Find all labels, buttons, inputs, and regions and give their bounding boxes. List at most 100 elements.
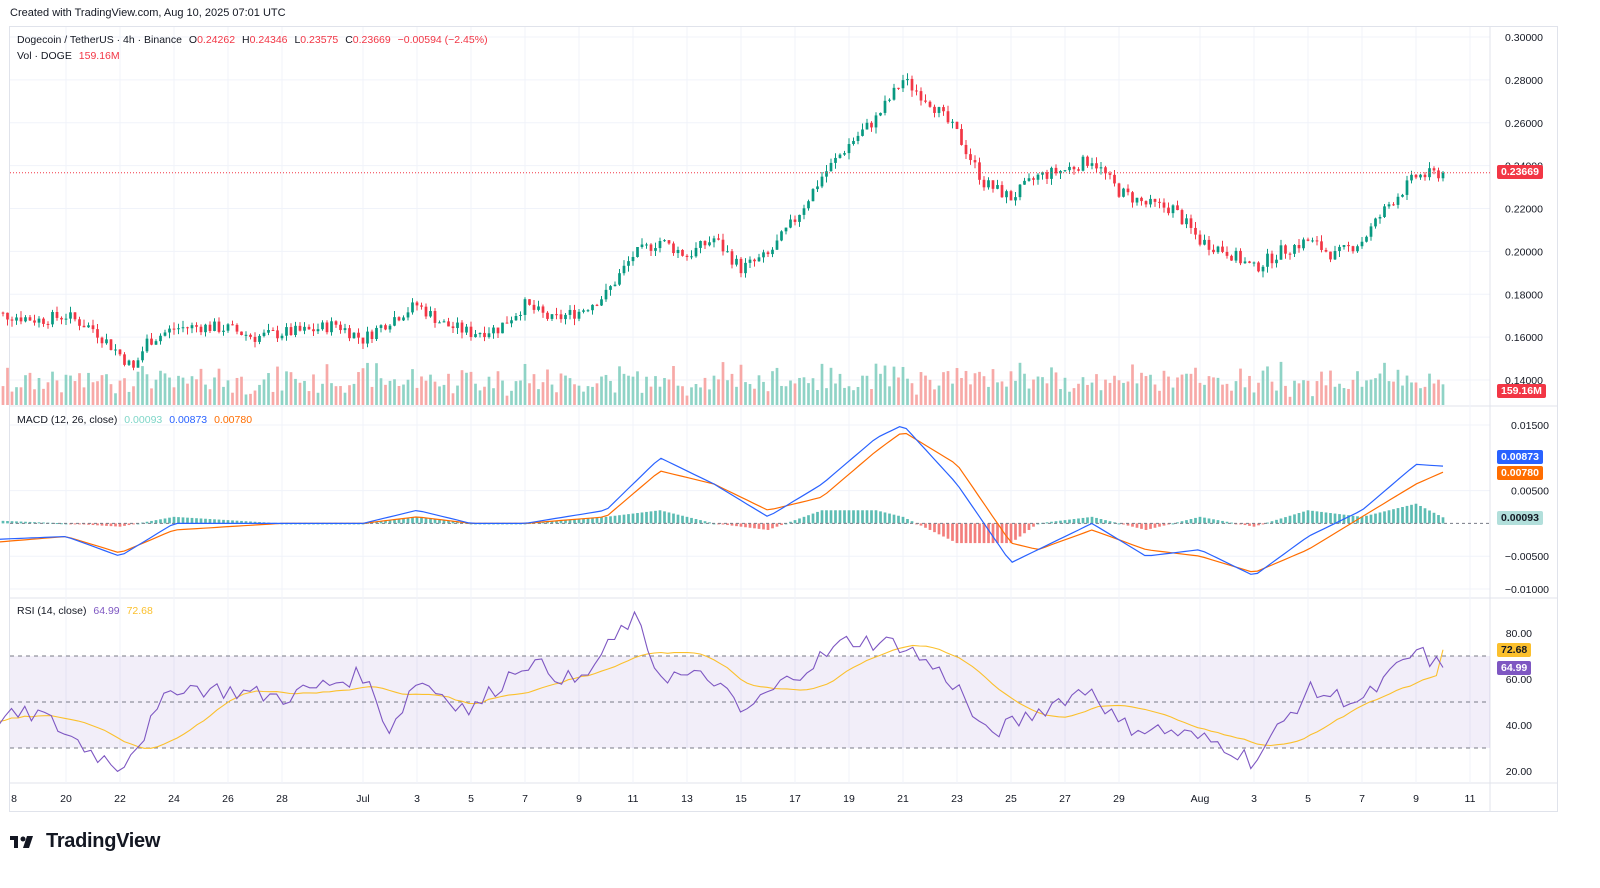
volume-bar	[676, 385, 680, 405]
macd-histogram-bar	[456, 521, 459, 524]
volume-bar	[415, 387, 419, 405]
candle-body	[775, 240, 779, 250]
volume-bar	[1239, 368, 1242, 405]
candle-body	[865, 122, 869, 130]
volume-bar	[654, 376, 657, 405]
volume-bar	[942, 372, 945, 405]
volume-bar	[1374, 378, 1377, 405]
macd-histogram-bar	[523, 523, 527, 525]
macd-histogram-bar	[802, 516, 806, 524]
volume-bar	[69, 375, 72, 405]
volume-bar	[190, 376, 194, 405]
volume-bar	[609, 380, 612, 405]
macd-histogram-bar	[433, 519, 437, 524]
macd-histogram-bar	[550, 521, 554, 524]
macd-histogram-bar	[861, 510, 864, 524]
candle-body	[222, 330, 225, 332]
macd-histogram-bar	[42, 522, 45, 524]
volume-bar	[1216, 377, 1220, 405]
volume-bar	[1342, 388, 1346, 405]
volume-bar	[28, 372, 32, 405]
volume-bar	[1063, 377, 1067, 405]
macd-histogram-bar	[1441, 517, 1445, 524]
volume-bar	[289, 372, 293, 405]
candle-body	[168, 328, 171, 333]
open-value: 0.24262	[197, 34, 236, 46]
volume-bar	[1329, 370, 1332, 405]
candle-body	[1216, 246, 1220, 253]
volume-bar	[433, 381, 437, 405]
candle-body	[1072, 166, 1076, 170]
volume-bar	[258, 384, 261, 405]
macd-histogram-bar	[1153, 523, 1157, 528]
candle-body	[1284, 245, 1287, 254]
candle-body	[1090, 163, 1094, 166]
macd-histogram-bar	[618, 515, 621, 524]
time-tick-label: 29	[1113, 793, 1125, 805]
volume-bar	[1275, 390, 1278, 405]
volume-bar	[1153, 384, 1157, 405]
last-price-tag: 0.23669	[1497, 165, 1543, 179]
macd-histogram-bar	[1324, 512, 1328, 524]
volume-bar	[262, 379, 266, 405]
macd-histogram-bar	[843, 510, 846, 524]
volume-bar	[253, 390, 257, 405]
volume-bar	[694, 384, 698, 405]
candle-body	[1027, 178, 1031, 181]
volume-bar	[1086, 384, 1089, 405]
volume-bar	[1257, 382, 1260, 405]
volume-bar	[712, 375, 716, 405]
volume-bar	[1432, 383, 1436, 405]
tradingview-brand[interactable]: TradingView	[10, 830, 160, 853]
volume-bar	[325, 364, 329, 405]
volume-bar	[789, 380, 792, 405]
signal-tag: 0.00780	[1497, 466, 1543, 480]
macd-histogram-bar	[762, 523, 765, 530]
macd-histogram-bar	[847, 510, 851, 524]
volume-bar	[1324, 385, 1328, 405]
candle-body	[285, 327, 288, 336]
symbol-name: Dogecoin / TetherUS · 4h · Binance	[17, 34, 182, 46]
candle-body	[600, 299, 603, 306]
volume-bar	[168, 377, 171, 405]
volume-bar	[447, 373, 450, 405]
macd-histogram-bar	[1297, 513, 1301, 524]
candle-body	[451, 326, 455, 329]
candle-body	[154, 341, 158, 345]
volume-bar	[888, 386, 891, 405]
macd-histogram-bar	[865, 510, 869, 524]
volume-bar	[1000, 381, 1004, 405]
hist-tag: 0.00093	[1497, 511, 1543, 525]
candle-body	[6, 312, 9, 320]
macd-histogram-bar	[109, 523, 113, 527]
macd-histogram-bar	[1387, 510, 1391, 524]
volume-bar	[996, 382, 999, 405]
candle-body	[1338, 246, 1341, 252]
volume-bar	[703, 377, 707, 405]
macd-histogram-bar	[951, 523, 954, 541]
macd-histogram-bar	[222, 519, 225, 524]
volume-bar	[316, 392, 320, 405]
candle-body	[1198, 234, 1202, 245]
candle-body	[1279, 245, 1283, 260]
candle-body	[766, 252, 770, 255]
candle-body	[982, 179, 986, 188]
volume-bar	[244, 394, 248, 405]
macd-histogram-bar	[622, 514, 626, 524]
volume-bar	[1140, 372, 1143, 405]
volume-bar	[618, 366, 621, 405]
macd-histogram-bar	[613, 515, 617, 524]
macd-histogram-bar	[955, 523, 959, 544]
macd-label: MACD (12, 26, close)	[17, 414, 118, 426]
candle-body	[114, 349, 117, 351]
volume-bar	[51, 371, 54, 405]
time-tick-label: 7	[522, 793, 528, 805]
macd-histogram-bar	[1405, 505, 1409, 524]
volume-bar	[708, 389, 711, 405]
candle-body	[397, 317, 401, 321]
candle-body	[654, 248, 657, 251]
volume-bar	[874, 363, 878, 405]
candle-body	[321, 322, 324, 330]
candle-body	[604, 289, 608, 300]
